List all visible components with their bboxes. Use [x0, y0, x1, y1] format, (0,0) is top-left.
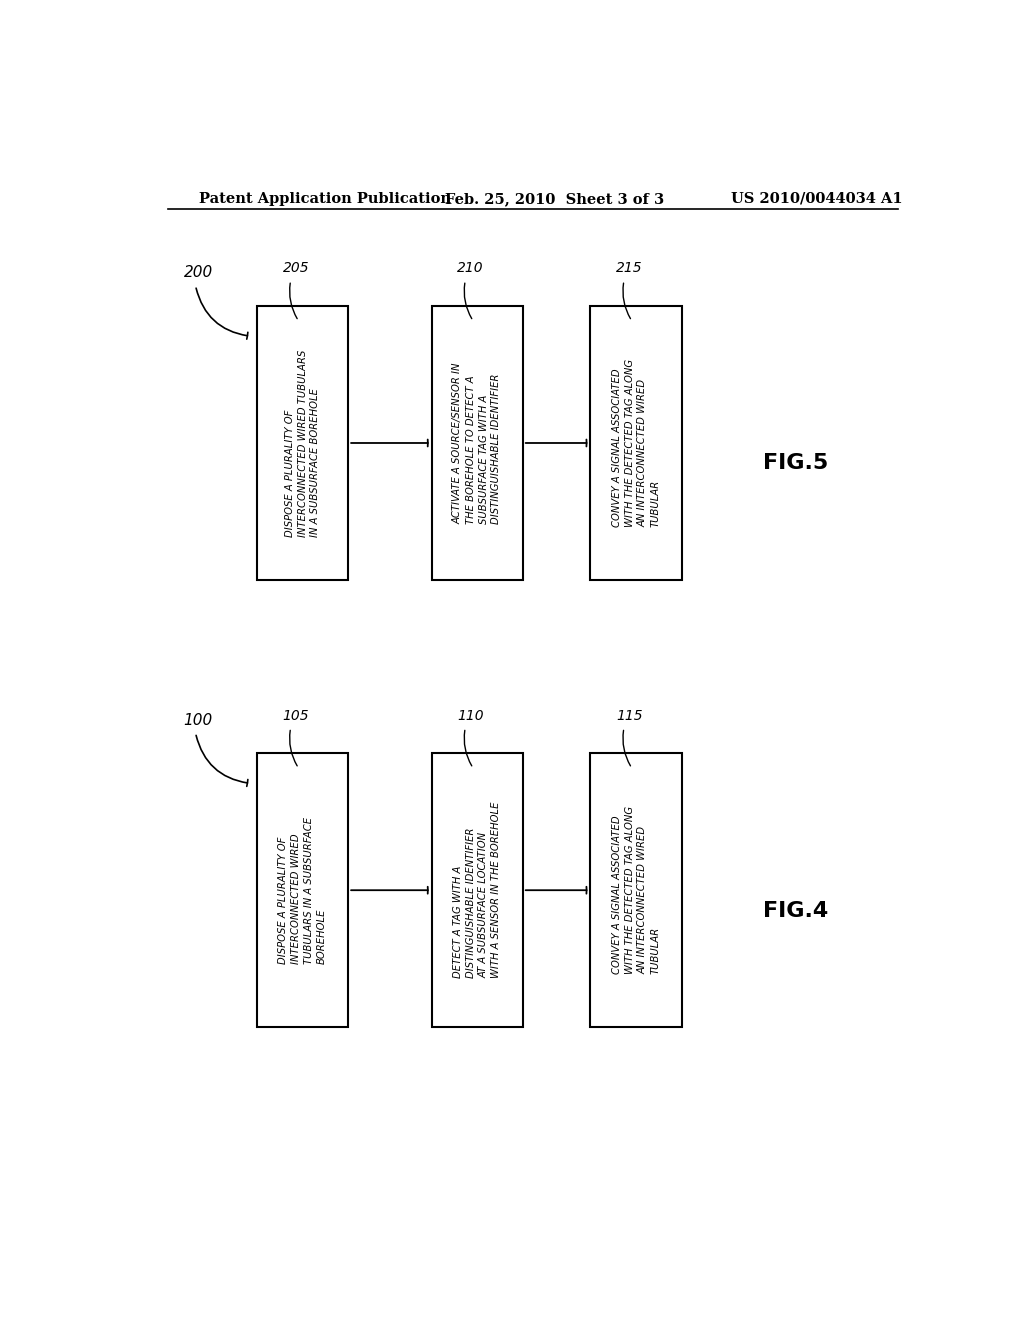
Text: 205: 205	[283, 261, 309, 276]
Text: 100: 100	[183, 713, 213, 727]
Bar	[257, 752, 348, 1027]
Bar	[431, 306, 523, 581]
Text: 105: 105	[283, 709, 309, 722]
Bar	[590, 306, 682, 581]
Text: Feb. 25, 2010  Sheet 3 of 3: Feb. 25, 2010 Sheet 3 of 3	[445, 191, 665, 206]
Bar	[431, 752, 523, 1027]
Text: 200: 200	[183, 265, 213, 280]
Text: DISPOSE A PLURALITY OF
INTERCONNECTED WIRED
TUBULARS IN A SUBSURFACE
BOREHOLE: DISPOSE A PLURALITY OF INTERCONNECTED WI…	[279, 817, 327, 964]
Text: Patent Application Publication: Patent Application Publication	[200, 191, 452, 206]
Text: 115: 115	[616, 709, 643, 722]
Text: FIG.4: FIG.4	[763, 900, 828, 920]
Text: 110: 110	[458, 709, 484, 722]
Text: DETECT A TAG WITH A
DISTINGUISHABLE IDENTIFIER
AT A SUBSURFACE LOCATION
WITH A S: DETECT A TAG WITH A DISTINGUISHABLE IDEN…	[453, 803, 502, 978]
Text: FIG.5: FIG.5	[763, 453, 828, 474]
Text: 210: 210	[458, 261, 484, 276]
Text: DISPOSE A PLURALITY OF
INTERCONNECTED WIRED TUBULARS
IN A SUBSURFACE BOREHOLE: DISPOSE A PLURALITY OF INTERCONNECTED WI…	[285, 350, 321, 537]
Text: US 2010/0044034 A1: US 2010/0044034 A1	[731, 191, 903, 206]
Text: 215: 215	[616, 261, 643, 276]
Text: ACTIVATE A SOURCE/SENSOR IN
THE BOREHOLE TO DETECT A
SUBSURFACE TAG WITH A
DISTI: ACTIVATE A SOURCE/SENSOR IN THE BOREHOLE…	[453, 362, 502, 524]
Text: CONVEY A SIGNAL ASSOCIATED
WITH THE DETECTED TAG ALONG
AN INTERCONNECTED WIRED
T: CONVEY A SIGNAL ASSOCIATED WITH THE DETE…	[611, 807, 660, 974]
Bar	[590, 752, 682, 1027]
Bar	[257, 306, 348, 581]
Text: CONVEY A SIGNAL ASSOCIATED
WITH THE DETECTED TAG ALONG
AN INTERCONNECTED WIRED
T: CONVEY A SIGNAL ASSOCIATED WITH THE DETE…	[611, 359, 660, 527]
